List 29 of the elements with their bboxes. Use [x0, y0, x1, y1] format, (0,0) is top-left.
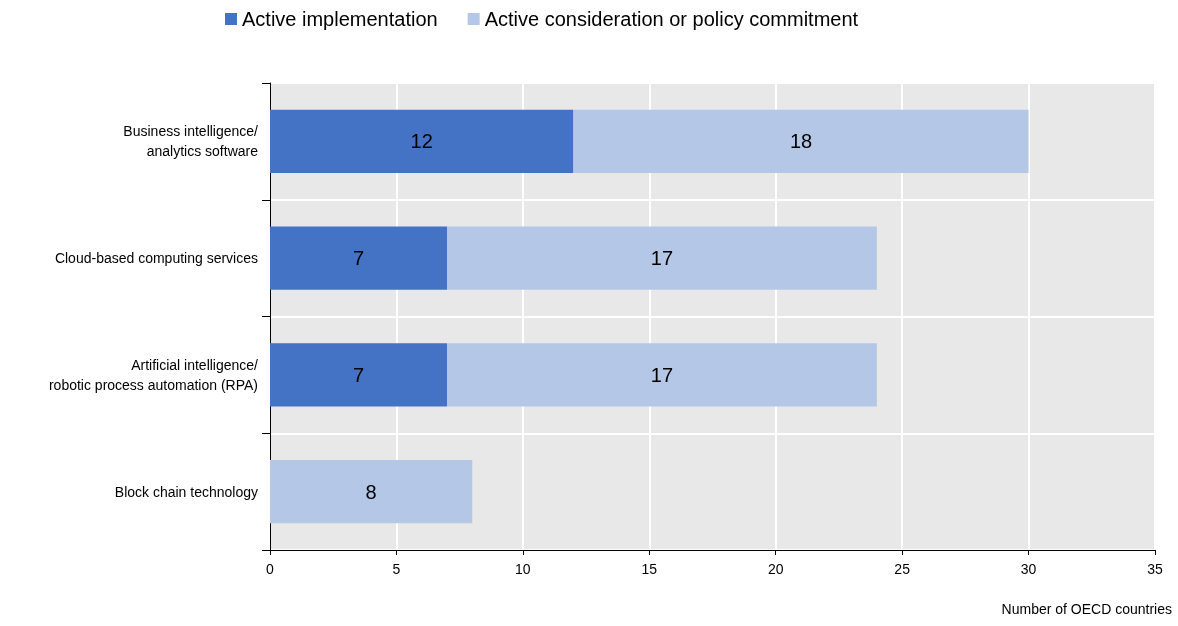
bar	[447, 343, 877, 407]
x-tick-label: 15	[641, 561, 658, 577]
data-label: 18	[789, 130, 813, 153]
data-label: 7	[352, 363, 365, 386]
x-tick-label: 25	[894, 561, 911, 577]
y-tick-label: Cloud-based computing services	[54, 250, 258, 267]
bar	[270, 109, 574, 173]
bar	[573, 109, 1029, 173]
x-tick-label: 10	[515, 561, 531, 577]
bar	[447, 226, 877, 290]
x-tick-label: 0	[266, 561, 275, 577]
data-label: 17	[650, 363, 674, 386]
x-axis-title: Number of OECD countries	[1001, 601, 1173, 617]
x-tick-label: 35	[1147, 561, 1163, 577]
data-label: 7	[352, 247, 365, 270]
x-tick-label: 5	[392, 561, 401, 577]
data-label: 8	[365, 480, 377, 503]
bar	[270, 460, 473, 524]
bar	[270, 226, 447, 290]
data-label: 12	[410, 130, 433, 153]
y-tick-label: Artificial intelligence/ robotic process automation (RPA)	[48, 356, 259, 393]
bar	[270, 343, 447, 407]
legend-label: Active consideration or policy commitment	[484, 8, 859, 30]
data-label: 17	[650, 247, 674, 270]
x-tick-label: 30	[1020, 561, 1037, 577]
legend-label: Active implementation	[242, 8, 438, 30]
y-tick-label: Business intelligence/ analytics software	[123, 123, 259, 160]
y-tick-label: Block chain technology	[114, 483, 258, 500]
x-tick-label: 20	[767, 561, 784, 577]
